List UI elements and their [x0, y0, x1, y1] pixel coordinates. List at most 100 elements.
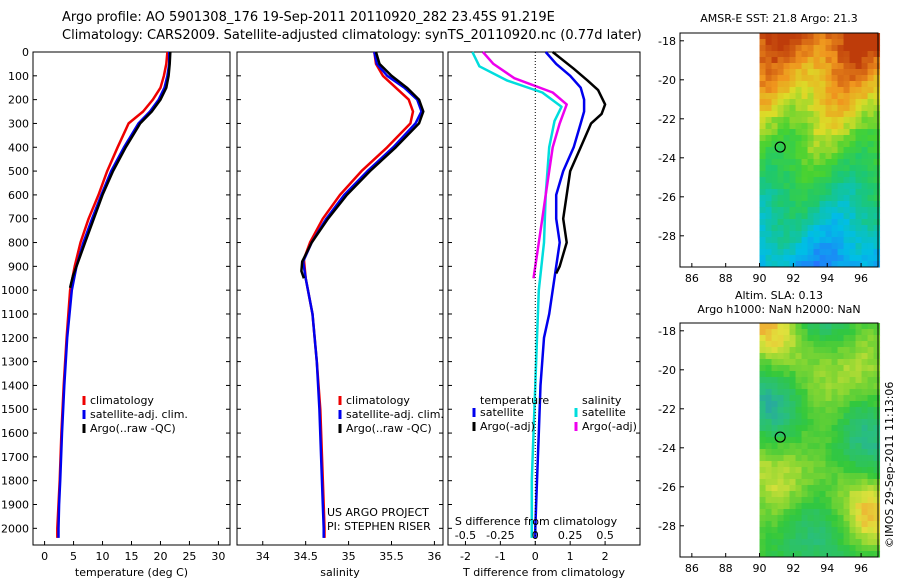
map-xtick-label: 88 — [719, 562, 733, 575]
series-line-salinity — [300, 51, 425, 279]
map-ytick-label: -28 — [658, 520, 676, 533]
xtick-top-label: -0.5 — [455, 529, 476, 542]
xlabel-temperature: temperature (deg C) — [75, 566, 188, 579]
legend-label: Argo(-adj) — [582, 420, 637, 433]
ytick-label: 1800 — [1, 475, 29, 488]
ytick-label: 1000 — [1, 284, 29, 297]
map-xtick-label: 96 — [854, 562, 868, 575]
map-ytick-label: -18 — [658, 325, 676, 338]
xtick-top-label: 0.5 — [596, 529, 614, 542]
panel-frame-difference — [447, 51, 641, 546]
map-ytick-label: -22 — [658, 403, 676, 416]
ytick-label: 700 — [8, 213, 29, 226]
map-ytick-label: -24 — [658, 442, 676, 455]
ytick-label: 1200 — [1, 332, 29, 345]
xtick-label-salinity: 36 — [427, 550, 441, 563]
map-frame-1 — [679, 322, 879, 558]
legend-label: Argo(..raw -QC) — [346, 422, 432, 435]
argo-position-marker — [774, 141, 786, 153]
ytick-label: 300 — [8, 117, 29, 130]
xtick-label-salinity: 35.5 — [379, 550, 404, 563]
ytick-label: 600 — [8, 189, 29, 202]
map-subtitle: Argo h1000: NaN h2000: NaN — [697, 303, 860, 316]
xtick-label-difference: 2 — [602, 550, 609, 563]
xtick-label-salinity: 35 — [342, 550, 356, 563]
series-line-difference — [534, 51, 586, 538]
xtick-label-difference: -1 — [495, 550, 506, 563]
legend-label: satellite-adj. clim. — [346, 408, 444, 421]
ytick-label: 500 — [8, 165, 29, 178]
map-field-1 — [759, 323, 881, 558]
map-ytick-label: -26 — [658, 191, 676, 204]
map-xtick-label: 90 — [753, 272, 767, 285]
map-xtick-label: 88 — [719, 272, 733, 285]
ytick-label: 100 — [8, 70, 29, 83]
xtick-top-label: 0.25 — [558, 529, 583, 542]
series-line-salinity — [301, 51, 423, 538]
series-line-temperature — [68, 51, 172, 289]
map-ytick-label: -22 — [658, 113, 676, 126]
map-ytick-label: -26 — [658, 481, 676, 494]
series-line-temperature — [57, 52, 171, 538]
legend-label: climatology — [90, 394, 154, 407]
series-line-difference — [471, 51, 563, 538]
legend-header-salinity: salinity — [582, 394, 622, 407]
xtick-label-temperature: 5 — [70, 550, 77, 563]
ytick-label: 1300 — [1, 356, 29, 369]
map-field-0 — [759, 33, 881, 268]
argo-position-marker — [774, 431, 786, 443]
xtick-label-difference: -2 — [460, 550, 471, 563]
xtick-label-temperature: 0 — [41, 550, 48, 563]
ytick-label: 400 — [8, 141, 29, 154]
ytick-label: 1500 — [1, 403, 29, 416]
map-xtick-label: 94 — [820, 272, 834, 285]
xtick-label-temperature: 30 — [211, 550, 225, 563]
figure-title-line2: Climatology: CARS2009. Satellite-adjuste… — [62, 28, 642, 43]
map-xtick-label: 86 — [685, 562, 699, 575]
project-name: US ARGO PROJECT — [327, 506, 429, 519]
legend-label: Argo(..raw -QC) — [90, 422, 176, 435]
legend-label: satellite — [480, 406, 524, 419]
xtick-top-label: 0 — [532, 529, 539, 542]
legend-label: Argo(-adj) — [480, 420, 535, 433]
map-xtick-label: 86 — [685, 272, 699, 285]
ytick-label: 1700 — [1, 451, 29, 464]
panel-frame-temperature — [32, 51, 231, 546]
xlabel-difference: T difference from climatology — [462, 566, 625, 579]
xtick-label-salinity: 34.5 — [293, 550, 318, 563]
ytick-label: 0 — [22, 46, 29, 59]
panel-frame-salinity — [236, 51, 444, 546]
map-xtick-label: 92 — [786, 272, 800, 285]
series-line-difference — [481, 51, 568, 279]
map-ytick-label: -18 — [658, 35, 676, 48]
xtick-label-temperature: 25 — [182, 550, 196, 563]
ytick-label: 1100 — [1, 308, 29, 321]
ytick-label: 1400 — [1, 379, 29, 392]
xtick-label-temperature: 15 — [125, 550, 139, 563]
ytick-label: 200 — [8, 94, 29, 107]
map-title: AMSR-E SST: 21.8 Argo: 21.3 — [700, 12, 858, 25]
map-ytick-label: -20 — [658, 74, 676, 87]
map-frame-0 — [679, 32, 879, 268]
ytick-label: 1600 — [1, 427, 29, 440]
xtick-label-difference: 0 — [532, 550, 539, 563]
xlabel-top-difference: S difference from climatology — [455, 515, 618, 528]
series-line-temperature — [56, 51, 169, 538]
xlabel-salinity: salinity — [320, 566, 360, 579]
figure-title-line1: Argo profile: AO 5901308_176 19-Sep-2011… — [62, 10, 555, 25]
map-ytick-label: -28 — [658, 230, 676, 243]
ytick-label: 1900 — [1, 499, 29, 512]
legend-label: satellite-adj. clim. — [90, 408, 188, 421]
xtick-top-label: -0.25 — [486, 529, 514, 542]
ytick-label: 800 — [8, 237, 29, 250]
series-line-difference — [551, 51, 607, 275]
map-xtick-label: 92 — [786, 562, 800, 575]
legend-label: satellite — [582, 406, 626, 419]
map-xtick-label: 96 — [854, 272, 868, 285]
xtick-label-difference: 1 — [567, 550, 574, 563]
legend-label: climatology — [346, 394, 410, 407]
map-ytick-label: -20 — [658, 364, 676, 377]
map-ytick-label: -24 — [658, 152, 676, 165]
ytick-label: 900 — [8, 260, 29, 273]
project-pi: PI: STEPHEN RISER — [327, 520, 431, 533]
